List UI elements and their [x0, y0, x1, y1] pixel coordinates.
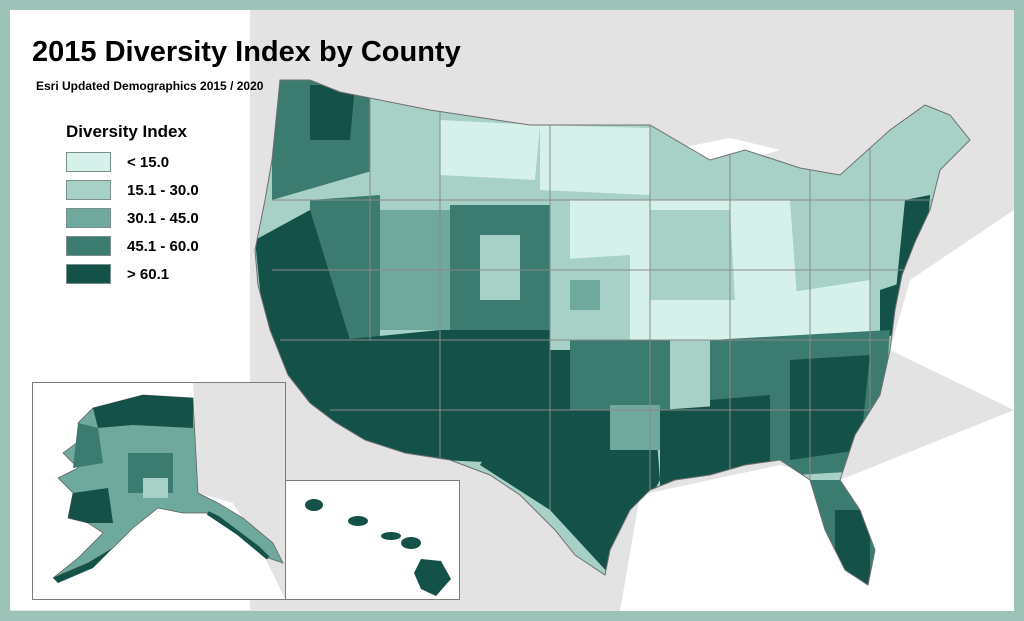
legend-swatch — [66, 180, 111, 200]
gulf-of-mexico — [620, 465, 845, 611]
alaska-central-region — [143, 478, 168, 498]
legend: Diversity Index < 15.0 15.1 - 30.0 30.1 … — [54, 122, 199, 288]
legend-label: 15.1 - 30.0 — [127, 181, 199, 199]
us-outline — [254, 79, 971, 586]
island-kauai — [305, 499, 323, 511]
legend-item: > 60.1 — [54, 260, 199, 288]
alaska-southwest-region — [68, 488, 113, 523]
alaska-panhandle — [206, 511, 270, 560]
map-frame: 2015 Diversity Index by County Esri Upda… — [10, 10, 1014, 611]
alaska-inset — [32, 382, 286, 600]
island-hawaii — [414, 559, 451, 596]
atlantic-ocean-north — [890, 210, 1014, 410]
legend-item: 15.1 - 30.0 — [54, 176, 199, 204]
hawaii-inset — [285, 480, 460, 600]
legend-item: < 15.0 — [54, 148, 199, 176]
island-maui — [401, 537, 421, 549]
legend-label: 45.1 - 60.0 — [127, 237, 199, 255]
island-oahu — [348, 516, 368, 526]
legend-item: 30.1 - 45.0 — [54, 204, 199, 232]
legend-label: > 60.1 — [127, 265, 170, 283]
alaska-map — [33, 383, 285, 599]
aleutian-islands — [53, 548, 113, 583]
alaska-north-region — [93, 395, 193, 428]
legend-label: 30.1 - 45.0 — [127, 209, 199, 227]
island-molokai — [381, 532, 401, 540]
legend-title: Diversity Index — [66, 122, 187, 141]
legend-swatch — [66, 236, 111, 256]
legend-label: < 15.0 — [127, 153, 170, 171]
legend-item: 45.1 - 60.0 — [54, 232, 199, 260]
alaska-northwest-region — [73, 423, 103, 468]
legend-swatch — [66, 208, 111, 228]
legend-swatch — [66, 264, 111, 284]
atlantic-ocean — [840, 410, 1014, 611]
map-title: 2015 Diversity Index by County — [32, 36, 461, 68]
map-subtitle: Esri Updated Demographics 2015 / 2020 — [36, 79, 264, 93]
legend-swatch — [66, 152, 111, 172]
hawaii-map — [286, 481, 459, 599]
